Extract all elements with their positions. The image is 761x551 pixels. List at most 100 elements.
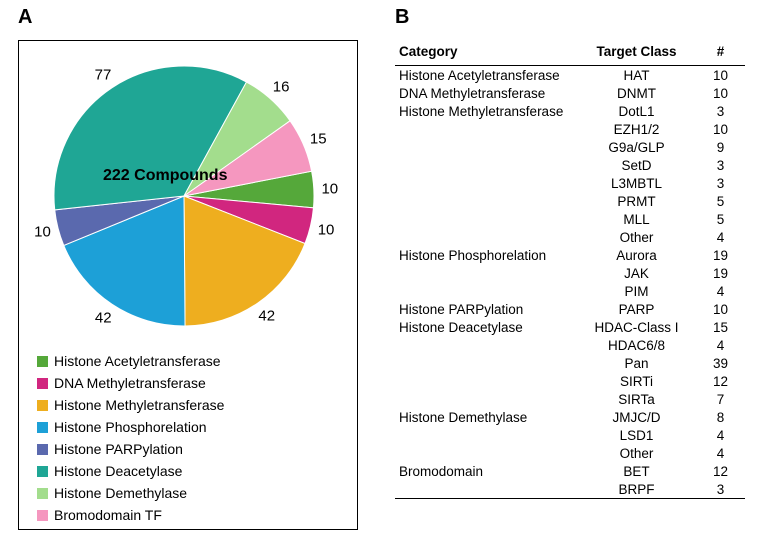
cell-count: 5 [696, 192, 745, 210]
cell-count: 10 [696, 66, 745, 85]
cell-count: 3 [696, 102, 745, 120]
col-category: Category [395, 40, 577, 66]
cell-category [395, 444, 577, 462]
cell-target-class: SIRTa [577, 390, 696, 408]
figure-root: A B 222 Compounds 1010424210771615 Histo… [0, 0, 761, 551]
table-row: SetD3 [395, 156, 745, 174]
pie-slice-label: 10 [321, 180, 338, 197]
cell-count: 19 [696, 246, 745, 264]
legend-swatch [37, 444, 48, 455]
pie-slice-label: 42 [258, 308, 275, 325]
cell-target-class: Other [577, 444, 696, 462]
cell-count: 4 [696, 336, 745, 354]
pie-slice-label: 10 [318, 221, 335, 238]
cell-count: 15 [696, 318, 745, 336]
cell-count: 3 [696, 174, 745, 192]
cell-count: 12 [696, 462, 745, 480]
cell-target-class: PIM [577, 282, 696, 300]
legend-swatch [37, 400, 48, 411]
table-body: Histone AcetyletransferaseHAT10DNA Methy… [395, 66, 745, 499]
col-count: # [696, 40, 745, 66]
cell-target-class: EZH1/2 [577, 120, 696, 138]
table-row: SIRTa7 [395, 390, 745, 408]
cell-category [395, 390, 577, 408]
cell-category: Histone Acetyletransferase [395, 66, 577, 85]
legend-swatch [37, 422, 48, 433]
cell-target-class: PARP [577, 300, 696, 318]
legend-label: Histone Deacetylase [54, 461, 182, 481]
cell-target-class: JAK [577, 264, 696, 282]
legend-item: Histone Deacetylase [37, 461, 224, 481]
table-row: HDAC6/84 [395, 336, 745, 354]
cell-target-class: SetD [577, 156, 696, 174]
cell-category [395, 480, 577, 499]
legend-item: Histone Acetyletransferase [37, 351, 224, 371]
cell-count: 3 [696, 480, 745, 499]
cell-count: 10 [696, 300, 745, 318]
cell-target-class: PRMT [577, 192, 696, 210]
pie-slice-label: 77 [95, 66, 112, 83]
target-class-table: Category Target Class # Histone Acetylet… [395, 40, 745, 499]
panel-b-table-wrap: Category Target Class # Histone Acetylet… [395, 40, 745, 499]
cell-count: 19 [696, 264, 745, 282]
cell-count: 9 [696, 138, 745, 156]
table-row: Pan39 [395, 354, 745, 372]
cell-target-class: BET [577, 462, 696, 480]
pie-slice-label: 16 [273, 78, 290, 95]
cell-category [395, 120, 577, 138]
cell-category [395, 354, 577, 372]
table-row: JAK19 [395, 264, 745, 282]
table-row: EZH1/210 [395, 120, 745, 138]
legend-label: Histone Acetyletransferase [54, 351, 221, 371]
table-row: BromodomainBET12 [395, 462, 745, 480]
pie-slice-label: 15 [310, 130, 327, 147]
cell-category [395, 372, 577, 390]
table-row: LSD14 [395, 426, 745, 444]
cell-count: 4 [696, 282, 745, 300]
legend-swatch [37, 488, 48, 499]
legend-item: Bromodomain TF [37, 505, 224, 525]
cell-category: Bromodomain [395, 462, 577, 480]
col-target-class: Target Class [577, 40, 696, 66]
cell-count: 10 [696, 84, 745, 102]
table-row: SIRTi12 [395, 372, 745, 390]
cell-category [395, 138, 577, 156]
cell-target-class: BRPF [577, 480, 696, 499]
legend-label: DNA Methyletransferase [54, 373, 206, 393]
cell-target-class: MLL [577, 210, 696, 228]
table-row: Histone MethyletransferaseDotL13 [395, 102, 745, 120]
cell-category [395, 264, 577, 282]
cell-category [395, 210, 577, 228]
cell-target-class: Other [577, 228, 696, 246]
table-row: PIM4 [395, 282, 745, 300]
table-row: Histone DeacetylaseHDAC-Class I15 [395, 318, 745, 336]
cell-category [395, 174, 577, 192]
cell-category: Histone Demethylase [395, 408, 577, 426]
cell-category: Histone Methyletransferase [395, 102, 577, 120]
cell-target-class: HDAC6/8 [577, 336, 696, 354]
pie-center-label: 222 Compounds [103, 167, 227, 185]
cell-category [395, 192, 577, 210]
cell-target-class: Aurora [577, 246, 696, 264]
cell-category: Histone Deacetylase [395, 318, 577, 336]
cell-target-class: HDAC-Class I [577, 318, 696, 336]
table-row: Histone PARPylationPARP10 [395, 300, 745, 318]
panel-b-label: B [395, 6, 409, 29]
cell-target-class: DNMT [577, 84, 696, 102]
cell-count: 5 [696, 210, 745, 228]
cell-count: 4 [696, 426, 745, 444]
cell-count: 4 [696, 228, 745, 246]
cell-count: 7 [696, 390, 745, 408]
legend-swatch [37, 466, 48, 477]
panel-a-label: A [18, 6, 32, 29]
pie-slice-label: 10 [34, 223, 51, 240]
legend-item: Histone Phosphorelation [37, 417, 224, 437]
table-row: Other4 [395, 228, 745, 246]
cell-target-class: L3MBTL [577, 174, 696, 192]
cell-target-class: JMJC/D [577, 408, 696, 426]
legend-swatch [37, 510, 48, 521]
table-row: DNA MethyletransferaseDNMT10 [395, 84, 745, 102]
cell-category: Histone PARPylation [395, 300, 577, 318]
table-row: L3MBTL3 [395, 174, 745, 192]
cell-count: 10 [696, 120, 745, 138]
